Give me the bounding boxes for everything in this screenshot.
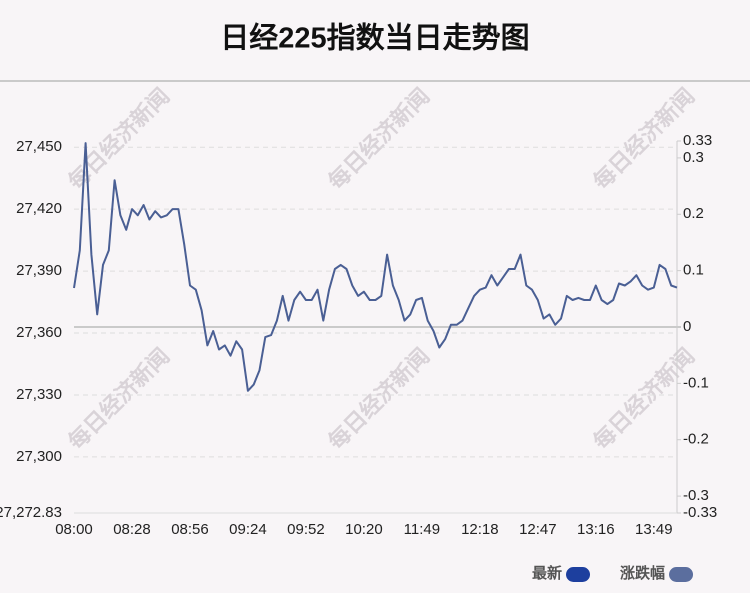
x-tick-label: 08:00 xyxy=(55,521,93,538)
y2-tick-label: 0.33 xyxy=(683,132,712,149)
x-tick-label: 09:24 xyxy=(229,521,267,538)
y-tick-label: 27,390 xyxy=(16,262,62,279)
x-tick-label: 08:56 xyxy=(171,521,209,538)
y2-tick-label: -0.3 xyxy=(683,487,709,504)
x-tick-label: 13:49 xyxy=(635,521,673,538)
y-tick-label: 27,450 xyxy=(16,138,62,155)
y2-tick-label: -0.33 xyxy=(683,504,717,521)
x-tick-label: 13:16 xyxy=(577,521,615,538)
y2-tick-label: 0.1 xyxy=(683,262,704,279)
y-tick-label: 27,330 xyxy=(16,386,62,403)
y2-tick-label: -0.2 xyxy=(683,431,709,448)
legend-label: 涨跌幅 xyxy=(620,564,665,582)
y2-tick-label: 0 xyxy=(683,318,691,335)
x-tick-label: 11:49 xyxy=(404,521,440,538)
x-tick-label: 12:18 xyxy=(461,521,499,538)
x-tick-label: 12:47 xyxy=(519,521,557,538)
price-line xyxy=(73,142,678,392)
y-tick-label: 27,300 xyxy=(16,448,62,465)
y2-tick-label: 0.2 xyxy=(683,205,704,222)
y2-tick-label: 0.3 xyxy=(683,149,704,166)
x-tick-label: 09:52 xyxy=(287,521,325,538)
y-tick-label: 27,420 xyxy=(16,200,62,217)
legend-label: 最新 xyxy=(532,564,562,582)
chart-title: 日经225指数当日走势图 xyxy=(220,21,529,55)
legend-swatch xyxy=(566,567,591,582)
x-tick-label: 10:20 xyxy=(345,521,383,538)
y-tick-label: 27,360 xyxy=(16,324,62,341)
legend-swatch xyxy=(669,567,694,582)
y-tick-label: 27,272.83 xyxy=(0,504,62,521)
x-tick-label: 08:28 xyxy=(113,521,151,538)
y2-tick-label: -0.1 xyxy=(683,374,709,391)
